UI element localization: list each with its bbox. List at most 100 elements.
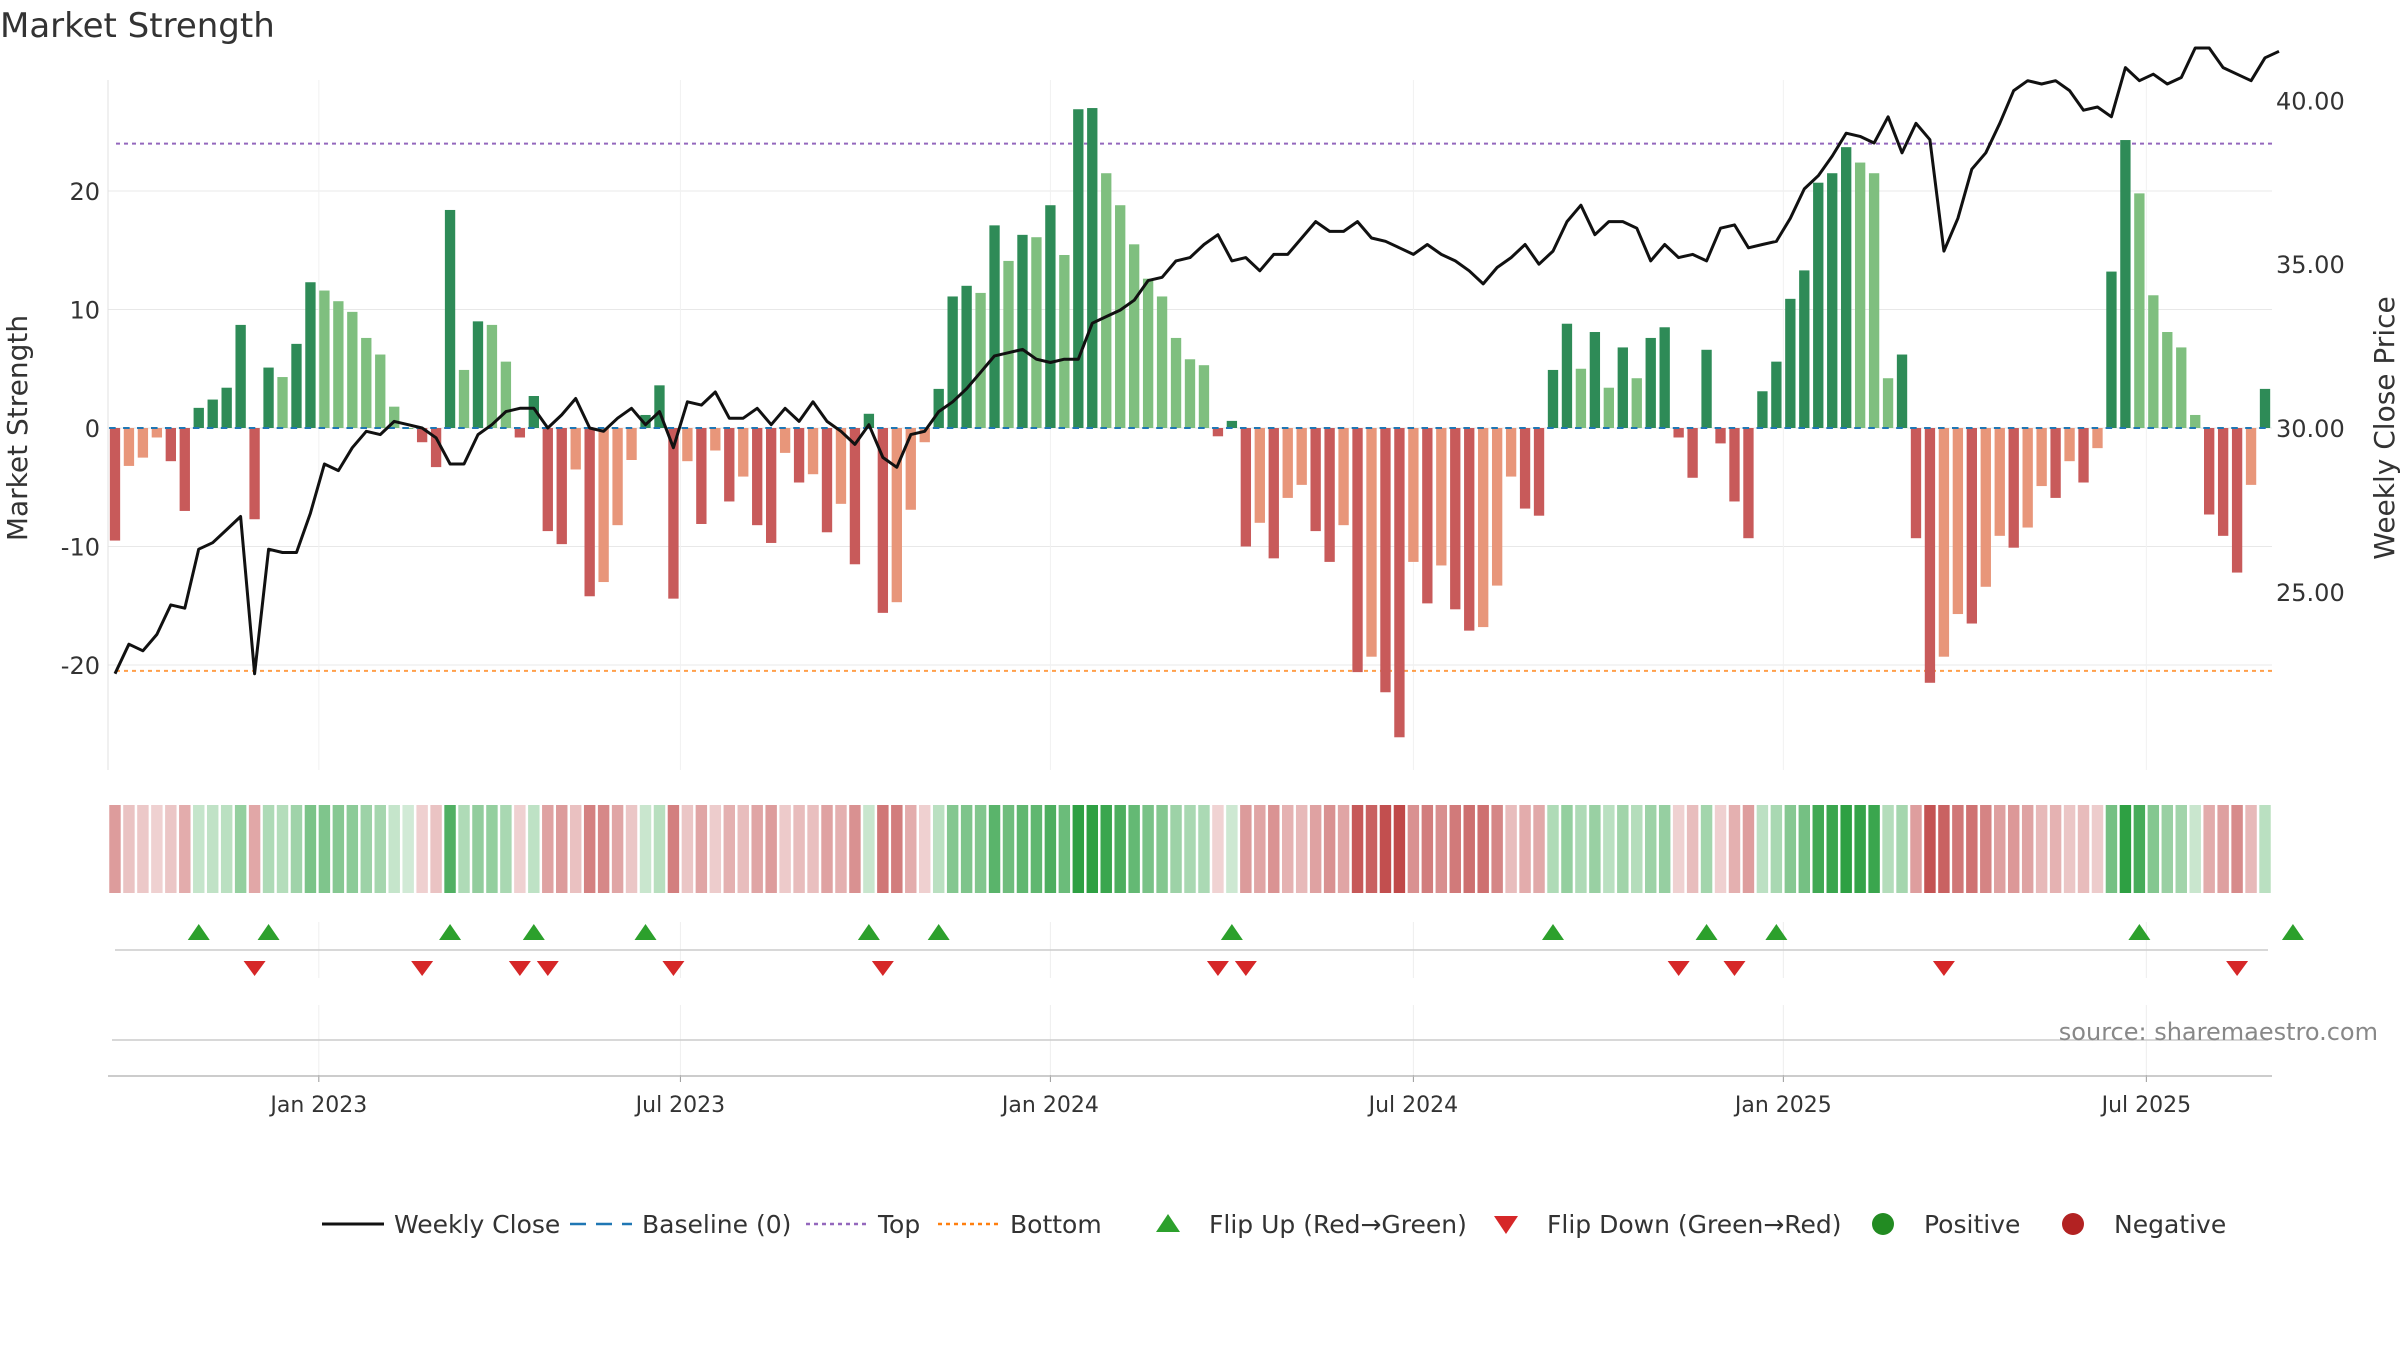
strength-bar xyxy=(1938,428,1950,657)
strength-bar xyxy=(2148,295,2159,428)
legend-label: Positive xyxy=(1924,1210,2020,1239)
strength-heat-strip xyxy=(109,805,2271,893)
strength-bar xyxy=(640,414,651,428)
strength-bar xyxy=(891,428,902,603)
flip-up-icon xyxy=(1156,1214,1180,1232)
strength-bar xyxy=(1841,147,1852,428)
heat-cell xyxy=(1323,805,1336,893)
strength-bar xyxy=(584,428,595,597)
legend-label: Flip Up (Red→Green) xyxy=(1209,1210,1467,1239)
heat-cell xyxy=(974,805,987,893)
heat-cell xyxy=(1854,805,1866,893)
heat-cell xyxy=(360,805,373,893)
strength-bar xyxy=(1854,162,1866,428)
heat-cell xyxy=(1156,805,1168,893)
strength-bar xyxy=(961,285,972,428)
strength-bar xyxy=(207,399,218,428)
y2-tick-label: 35.00 xyxy=(2276,251,2345,279)
strength-bar xyxy=(1505,428,1517,477)
heat-cell xyxy=(1784,805,1797,893)
heat-cell xyxy=(1812,805,1824,893)
weekly-close-layer xyxy=(113,46,2280,676)
strength-bar xyxy=(807,428,819,475)
heat-cell xyxy=(1030,805,1043,893)
heat-cell xyxy=(681,805,694,893)
heat-cell xyxy=(1198,805,1210,893)
strength-bar xyxy=(486,324,498,428)
strength-bar xyxy=(1631,378,1642,428)
heat-cell xyxy=(1379,805,1392,893)
heat-cell xyxy=(332,805,345,893)
heat-cell xyxy=(737,805,749,893)
strength-bar xyxy=(1003,260,1014,428)
flip-up-marker xyxy=(2281,924,2304,940)
heat-cell xyxy=(1728,805,1741,893)
strength-bar xyxy=(2134,193,2145,428)
legend-label: Top xyxy=(877,1210,920,1239)
legend-label: Flip Down (Green→Red) xyxy=(1547,1210,1842,1239)
heat-cell xyxy=(891,805,903,893)
heat-cell xyxy=(2245,805,2257,893)
heat-cell xyxy=(1505,805,1517,893)
strength-bar xyxy=(1687,428,1698,478)
strength-bar xyxy=(500,361,512,428)
heat-cell xyxy=(290,805,303,893)
flip-up-marker xyxy=(1765,924,1788,940)
legend-item: Positive xyxy=(1872,1210,2020,1239)
strength-bar xyxy=(1282,428,1293,498)
strength-bar xyxy=(249,428,260,520)
strength-bar xyxy=(1464,428,1475,631)
strength-bar xyxy=(444,209,456,428)
strength-bar xyxy=(389,406,400,428)
heat-cell xyxy=(276,805,289,893)
strength-bar xyxy=(277,377,288,428)
strength-bar xyxy=(2050,428,2061,498)
flip-down-marker xyxy=(1723,961,1746,976)
strength-bar xyxy=(1268,428,1279,559)
heat-cell xyxy=(905,805,917,893)
heat-cell xyxy=(1742,805,1755,893)
strength-bar xyxy=(1031,237,1042,428)
heat-cell xyxy=(1240,805,1252,893)
heat-cell xyxy=(877,805,889,893)
heat-cell xyxy=(765,805,777,893)
heat-cell xyxy=(1086,805,1098,893)
strength-bar xyxy=(765,428,777,543)
flip-up-marker xyxy=(257,924,280,940)
strength-bar xyxy=(1366,428,1377,657)
heat-cell xyxy=(193,805,205,893)
heat-cell xyxy=(1295,805,1308,893)
heat-cell xyxy=(653,805,666,893)
heat-cell xyxy=(807,805,819,893)
heat-cell xyxy=(863,805,875,893)
x-tick-label: Jul 2023 xyxy=(634,1093,726,1118)
heat-cell xyxy=(695,805,708,893)
strength-bar xyxy=(975,292,986,428)
strength-bar xyxy=(305,282,316,428)
heat-cell xyxy=(946,805,959,893)
heat-cell xyxy=(2007,805,2020,893)
heat-cell xyxy=(1449,805,1461,893)
strength-bar xyxy=(1994,428,2005,536)
heat-cell xyxy=(2133,805,2146,893)
heat-cell xyxy=(2161,805,2174,893)
strength-bar xyxy=(654,385,665,428)
strength-bar xyxy=(1478,428,1489,628)
x-axis: Jan 2023 Jul 2023 Jan 2024 Jul 2024 Jan 2025… xyxy=(108,1005,2272,1118)
strength-bar xyxy=(1380,428,1391,693)
flip-down-marker xyxy=(411,961,434,976)
strength-bar xyxy=(696,428,707,524)
y-axis-label: Market Strength xyxy=(1,315,34,541)
y2-tick-label: 30.00 xyxy=(2276,415,2345,443)
strength-bar xyxy=(1170,337,1182,428)
strength-bar xyxy=(612,428,623,526)
strength-bar xyxy=(2120,140,2131,429)
heat-cell xyxy=(1184,805,1196,893)
heat-cell xyxy=(611,805,624,893)
strength-bar xyxy=(1422,428,1433,604)
strength-bar xyxy=(347,311,358,428)
heat-cell xyxy=(1575,805,1587,893)
heat-cell xyxy=(2063,805,2076,893)
heat-cell xyxy=(667,805,680,893)
strength-bar xyxy=(514,428,526,438)
